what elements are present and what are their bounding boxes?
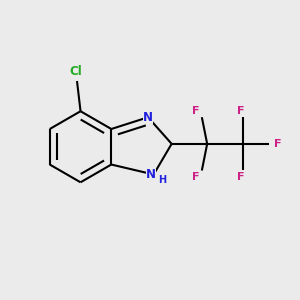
Text: N: N <box>146 168 156 181</box>
Text: F: F <box>237 172 245 182</box>
Text: F: F <box>192 172 200 182</box>
Text: N: N <box>143 111 153 124</box>
Text: H: H <box>159 175 167 185</box>
Text: Cl: Cl <box>69 65 82 79</box>
Text: F: F <box>192 106 200 116</box>
Text: F: F <box>237 106 245 116</box>
Text: F: F <box>274 139 281 149</box>
